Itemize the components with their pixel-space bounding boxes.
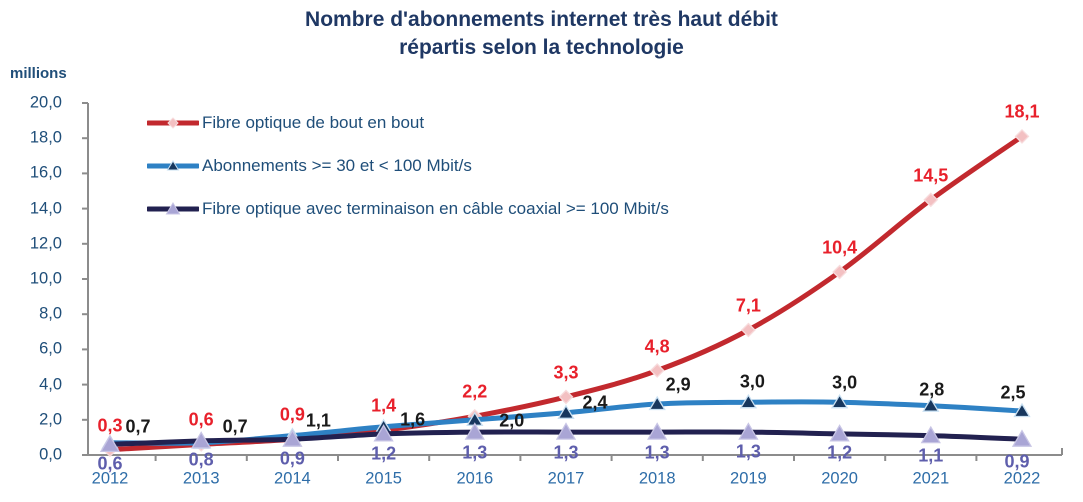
chart-title: Nombre d'abonnements internet très haut … <box>0 6 1083 63</box>
navy-line-triangle-marker-icon <box>147 202 199 215</box>
legend: Fibre optique de bout en bout Abonnement… <box>147 113 669 244</box>
series-2-marker <box>282 429 303 447</box>
legend-item-abonnements-30-100: Abonnements >= 30 et < 100 Mbit/s <box>147 156 669 175</box>
series-1-marker <box>739 393 758 409</box>
series-0-marker <box>740 322 756 338</box>
series-2-marker <box>555 422 577 440</box>
series-1-marker <box>557 404 575 419</box>
series-2-marker <box>738 422 759 440</box>
y-axis-unit-label: millions <box>10 65 67 82</box>
series-2-marker <box>647 422 668 440</box>
legend-item-fibre-cable-coaxial: Fibre optique avec terminaison en câble … <box>147 199 669 218</box>
chart-title-line2: répartis selon la technologie <box>399 36 684 60</box>
series-2-marker <box>373 424 394 442</box>
series-0-marker <box>832 264 848 280</box>
legend-label: Fibre optique de bout en bout <box>202 113 425 132</box>
series-0-marker <box>1014 128 1030 144</box>
series-0-marker <box>558 389 574 405</box>
series-2-marker <box>464 422 485 440</box>
series-2-marker <box>1011 429 1033 447</box>
series-2-marker <box>829 424 850 442</box>
blue-line-triangle-marker-icon <box>147 160 199 171</box>
legend-item-fibre-bout-en-bout: Fibre optique de bout en bout <box>147 113 669 132</box>
series-1-marker <box>922 397 940 412</box>
red-line-diamond-marker-icon <box>147 117 199 129</box>
series-1-marker <box>830 393 849 409</box>
series-1-marker <box>648 395 666 411</box>
legend-label: Abonnements >= 30 et < 100 Mbit/s <box>202 156 472 175</box>
series-1-marker <box>1013 402 1031 418</box>
series-0-marker <box>649 363 665 378</box>
series-2-marker <box>99 434 121 453</box>
series-2-marker <box>191 431 212 449</box>
legend-label: Fibre optique avec terminaison en câble … <box>202 199 669 218</box>
series-2-marker <box>920 425 941 444</box>
chart-title-line1: Nombre d'abonnements internet très haut … <box>305 8 778 31</box>
series-0-marker <box>923 192 939 208</box>
